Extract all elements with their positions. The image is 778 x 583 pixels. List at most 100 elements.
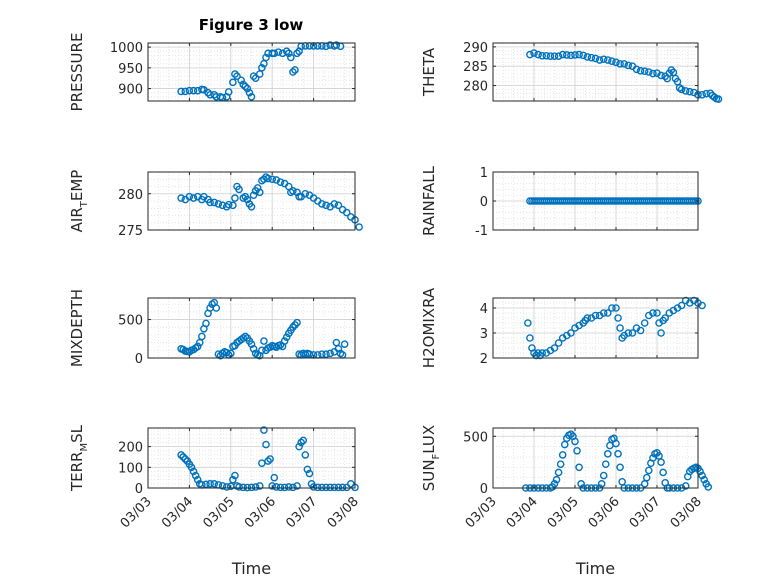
data-point — [181, 455, 190, 463]
y-tick-label: 290 — [463, 41, 488, 56]
data-point — [202, 480, 210, 489]
data-point — [276, 178, 285, 186]
data-point — [338, 483, 347, 492]
y-axis-label: AIRTEMP — [68, 170, 90, 233]
data-point — [301, 189, 310, 198]
data-point — [202, 319, 210, 328]
data-point — [659, 468, 667, 477]
data-point — [177, 451, 185, 459]
data-point — [231, 471, 239, 480]
data-point — [599, 471, 608, 480]
subplot-6: 2 3 4 H2OMIXRA — [420, 287, 706, 368]
data-point — [704, 483, 713, 491]
data-point — [616, 324, 624, 332]
y-tick-label: 280 — [118, 188, 143, 203]
data-point — [258, 346, 266, 355]
data-point — [604, 450, 612, 458]
y-axis-label: TERRMSL — [68, 424, 90, 492]
y-tick-label: 0 — [480, 482, 488, 497]
data-point — [653, 309, 661, 317]
data-point — [293, 318, 301, 327]
data-point — [554, 52, 563, 60]
y-tick-label: 2 — [480, 352, 488, 367]
data-point — [253, 184, 262, 192]
data-point — [185, 192, 194, 201]
data-point — [293, 482, 301, 490]
data-point — [318, 200, 326, 208]
data-point — [612, 439, 620, 448]
data-point — [579, 51, 588, 60]
y-axis-label-main: TERR — [68, 452, 86, 493]
y-axis-label: RAINFALL — [420, 165, 438, 236]
data-point — [301, 451, 310, 459]
axes-background — [148, 43, 355, 101]
data-point — [591, 54, 600, 63]
data-point — [239, 483, 248, 492]
data-point — [573, 446, 581, 455]
data-point — [218, 482, 227, 490]
data-point — [698, 301, 706, 310]
data-point — [233, 72, 241, 80]
data-point — [305, 469, 314, 478]
data-point — [612, 304, 620, 312]
data-point — [577, 480, 585, 488]
y-tick-label: 0 — [135, 482, 143, 497]
y-axis-label: H2OMIXRA — [420, 287, 438, 368]
data-point — [614, 314, 622, 322]
y-axis-label: SUNFLUX — [420, 425, 442, 491]
data-point — [293, 188, 301, 197]
subplot-1: 900 950 1000 PRESSURE — [68, 33, 356, 111]
data-point — [567, 51, 575, 60]
axes-box — [147, 297, 356, 359]
data-point — [642, 473, 651, 482]
data-point — [640, 67, 649, 76]
y-tick-label: 100 — [118, 461, 143, 476]
data-point — [645, 466, 653, 475]
data-point — [274, 48, 283, 56]
data-point — [241, 82, 250, 91]
data-point — [558, 50, 567, 59]
data-point — [538, 51, 547, 60]
axes-box — [147, 42, 356, 102]
data-point — [189, 86, 198, 95]
data-point — [616, 60, 624, 68]
data-point — [567, 329, 575, 337]
data-point — [189, 467, 198, 476]
data-point — [260, 175, 268, 184]
data-point — [239, 80, 248, 89]
y-tick-label: 280 — [463, 80, 488, 95]
data-point — [340, 340, 349, 348]
data-point — [243, 195, 252, 204]
data-point — [185, 86, 194, 95]
data-point — [266, 455, 274, 463]
data-point — [206, 480, 214, 488]
figure-title: Figure 3 low — [199, 16, 304, 34]
data-point — [231, 70, 239, 78]
subplot-2: 280 285 290 THETA — [420, 41, 723, 103]
data-point — [289, 68, 297, 76]
data-point — [282, 47, 291, 56]
data-point — [620, 60, 629, 68]
data-point — [597, 480, 606, 488]
data-point — [222, 483, 231, 491]
data-point — [193, 475, 202, 484]
data-point — [326, 483, 334, 492]
data-point — [210, 480, 219, 488]
data-point — [575, 50, 583, 59]
data-point — [284, 483, 293, 491]
y-axis-label-tail: LUX — [420, 425, 438, 454]
data-point — [624, 61, 633, 70]
data-point — [318, 483, 326, 492]
y-tick-label: 3 — [480, 327, 488, 342]
data-point — [558, 451, 567, 459]
axes-box — [492, 42, 699, 102]
y-tick-label: 200 — [118, 441, 143, 456]
data-point — [538, 349, 547, 357]
data-point — [571, 437, 579, 446]
y-axis-label-tail: SL — [68, 424, 86, 443]
data-point — [554, 339, 563, 347]
data-point — [235, 483, 243, 491]
axes-background — [493, 43, 698, 101]
x-axis-label: Time — [231, 559, 271, 578]
